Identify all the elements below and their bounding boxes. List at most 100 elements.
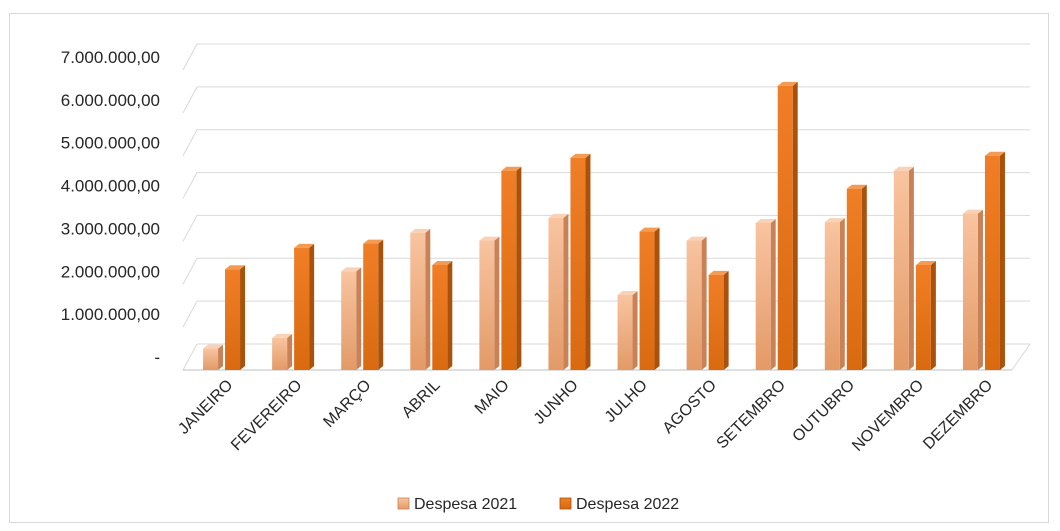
bar-side (977, 209, 983, 370)
y-tick-label: 7.000.000,00 (61, 48, 160, 67)
grid-lines (182, 43, 1031, 371)
x-tick-label: JULHO (602, 377, 651, 426)
bar-side (563, 213, 569, 370)
bar-front (824, 222, 840, 370)
gridline-side (182, 215, 198, 242)
bar-front (501, 170, 517, 370)
gridline-side (182, 343, 198, 371)
floor-edge (1011, 343, 1031, 371)
bar-side (654, 227, 660, 370)
bar-top (432, 261, 453, 265)
bar-top (570, 153, 591, 158)
bar-side (861, 184, 867, 370)
bar-despesa-2022-novembro (915, 261, 936, 370)
bar-top (294, 243, 315, 248)
y-tick-label: 6.000.000,00 (61, 91, 160, 110)
bar-top (363, 239, 384, 244)
bar-despesa-2022-junho (570, 153, 591, 370)
bar-despesa-2022-dezembro (984, 151, 1005, 370)
bar-top (272, 333, 293, 338)
legend-item: Despesa 2021 (397, 496, 517, 513)
bar-top (341, 267, 362, 272)
bar-despesa-2021-julho (617, 291, 638, 370)
bar-side (356, 267, 362, 370)
bar-top (548, 213, 569, 218)
x-tick-label: JUNHO (531, 377, 582, 428)
bar-front (225, 269, 241, 370)
bar-top (203, 344, 224, 349)
bar-side (792, 81, 798, 370)
bar-front (755, 223, 771, 370)
bar-side (494, 236, 500, 370)
y-tick-label: 2.000.000,00 (61, 262, 160, 281)
bar-side (930, 261, 936, 370)
bar-top (501, 166, 522, 171)
x-tick-label: DEZEMBRO (920, 377, 996, 453)
bar-side (425, 228, 431, 370)
legend-label: Despesa 2021 (414, 496, 517, 513)
gridline-side (182, 258, 198, 285)
bar-front (363, 243, 379, 370)
x-tick-label: MAIO (472, 377, 513, 418)
bar-front (708, 274, 724, 370)
bar-front (410, 232, 426, 370)
bar-front (846, 188, 862, 370)
bar-side (839, 218, 845, 370)
bar-front (341, 271, 357, 370)
bar-top (915, 261, 936, 265)
bar-side (723, 270, 729, 370)
bar-despesa-2022-maio (501, 166, 522, 370)
gridline-side (182, 300, 198, 328)
bar-top (617, 291, 638, 295)
bar-side (287, 333, 293, 370)
bar-side (999, 151, 1005, 370)
bar-side (632, 291, 638, 370)
bar-side (447, 261, 453, 370)
bar-front (915, 265, 931, 370)
y-tick-label: 4.000.000,00 (61, 177, 160, 196)
bar-top (755, 219, 776, 223)
bar-top (777, 81, 798, 86)
bar-front (893, 170, 909, 370)
bar-despesa-2021-dezembro (962, 209, 983, 370)
bar-despesa-2021-novembro (893, 166, 914, 370)
bar-front (203, 348, 219, 370)
bar-front (617, 295, 633, 370)
bar-despesa-2022-setembro (777, 81, 798, 370)
bar-despesa-2021-março (341, 267, 362, 370)
bar-front (272, 337, 288, 370)
bar-side (218, 344, 224, 370)
bar-top (479, 236, 500, 241)
bar-top (824, 218, 845, 223)
gridline-side (182, 86, 198, 114)
bar-top (410, 228, 431, 233)
bar-side (378, 239, 384, 370)
bar-despesa-2021-agosto (686, 236, 707, 370)
bar-front (479, 240, 495, 370)
bar-top (984, 151, 1005, 156)
bar-despesa-2021-junho (548, 213, 569, 370)
x-tick-label: FEVEREIRO (228, 377, 305, 454)
bar-side (516, 166, 522, 370)
bar-front (548, 217, 564, 370)
x-tick-label: JANEIRO (175, 377, 236, 438)
bar-top (962, 209, 983, 214)
y-axis: - 1.000.000,00 2.000.000,00 3.000.000,00 4.0… (61, 48, 160, 367)
bar-despesa-2021-janeiro (203, 344, 224, 370)
bars (203, 81, 1005, 370)
legend: Despesa 2021 Despesa 2022 (397, 496, 679, 513)
bar-despesa-2021-maio (479, 236, 500, 370)
gridline-side (182, 43, 198, 71)
gridline-side (182, 172, 198, 199)
bar-side (309, 243, 315, 370)
bar-side (770, 219, 776, 370)
x-tick-label: ABRIL (399, 377, 444, 422)
bar-despesa-2021-fevereiro (272, 333, 293, 370)
bar-despesa-2022-agosto (708, 270, 729, 370)
bar-despesa-2022-janeiro (225, 265, 246, 370)
bar-top (846, 184, 867, 189)
bar-front (777, 85, 793, 370)
bar-despesa-2022-fevereiro (294, 243, 315, 370)
